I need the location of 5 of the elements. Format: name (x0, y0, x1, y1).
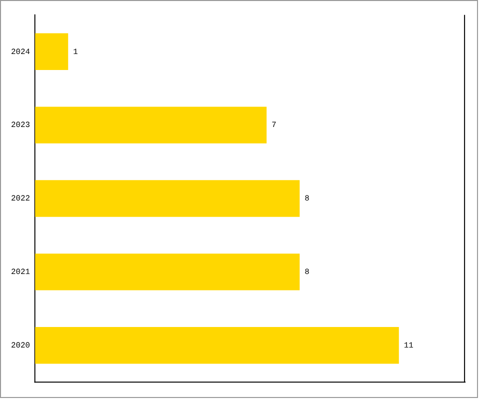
bar (35, 106, 267, 144)
bar (35, 180, 300, 217)
bar (35, 254, 300, 290)
bar (35, 33, 68, 70)
bar (35, 327, 399, 364)
